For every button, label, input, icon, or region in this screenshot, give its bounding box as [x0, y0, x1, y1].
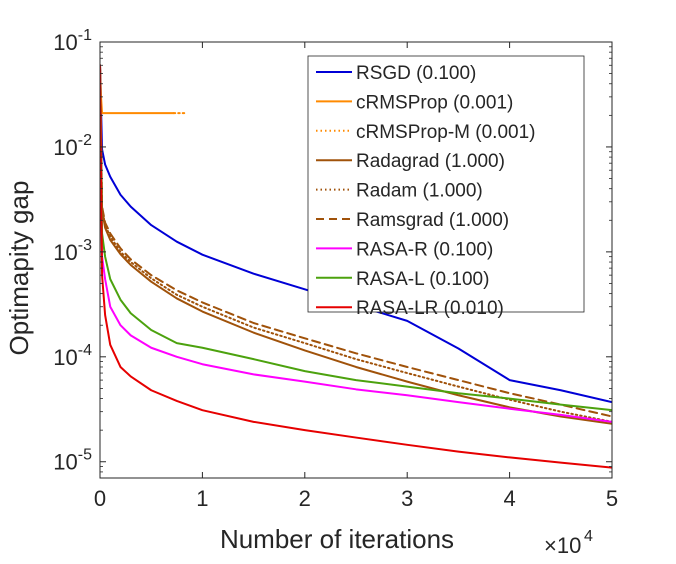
ticks-layer: 0 1 2 3 4 5 10-5 10-4 10-3 10-2 10-1	[53, 27, 618, 511]
legend-box	[307, 55, 585, 313]
legend-label-3: Radagrad (1.000)	[356, 151, 505, 172]
series-line-7	[100, 64, 612, 412]
y-tick-label-3: 10-2	[53, 132, 92, 160]
y-tick-label-4: 10-1	[53, 27, 92, 55]
x-scale-multiplier: ×10 4	[544, 528, 593, 558]
legend-label-8: RASA-LR (0.010)	[356, 298, 504, 319]
series-line-8	[100, 64, 612, 469]
legend-label-7: RASA-L (0.100)	[356, 269, 489, 290]
x-tick-label-2: 2	[299, 486, 311, 511]
x-tick-label-0: 0	[94, 486, 106, 511]
legend: RSGD (0.100) cRMSProp (0.001) cRMSProp-M (…	[307, 55, 585, 319]
series-layer	[100, 64, 612, 469]
legend-label-1: cRMSProp (0.001)	[356, 92, 513, 113]
series-line-3	[100, 64, 612, 425]
x-scale-base: ×10	[544, 533, 581, 558]
series-line-6	[100, 64, 612, 423]
y-tick-label-1: 10-4	[53, 342, 92, 370]
y-tick-label-2: 10-3	[53, 237, 92, 265]
x-tick-label-4: 4	[503, 486, 515, 511]
x-tick-label-5: 5	[606, 486, 618, 511]
x-tick-label-3: 3	[401, 486, 413, 511]
x-axis-label: Number of iterations	[220, 524, 454, 554]
series-line-5	[100, 64, 612, 418]
legend-label-2: cRMSProp-M (0.001)	[356, 122, 536, 143]
series-line-0	[100, 64, 612, 404]
series-line-4	[100, 64, 612, 423]
x-tick-label-1: 1	[196, 486, 208, 511]
plot-frame	[99, 41, 613, 479]
y-tick-label-0: 10-5	[53, 447, 92, 475]
y-axis-label: Optimapity gap	[4, 181, 34, 356]
legend-label-5: Ramsgrad (1.000)	[356, 210, 509, 231]
x-scale-exponent: 4	[584, 528, 593, 545]
legend-label-4: Radam (1.000)	[356, 181, 483, 202]
legend-label-6: RASA-R (0.100)	[356, 239, 493, 260]
legend-label-0: RSGD (0.100)	[356, 63, 476, 84]
